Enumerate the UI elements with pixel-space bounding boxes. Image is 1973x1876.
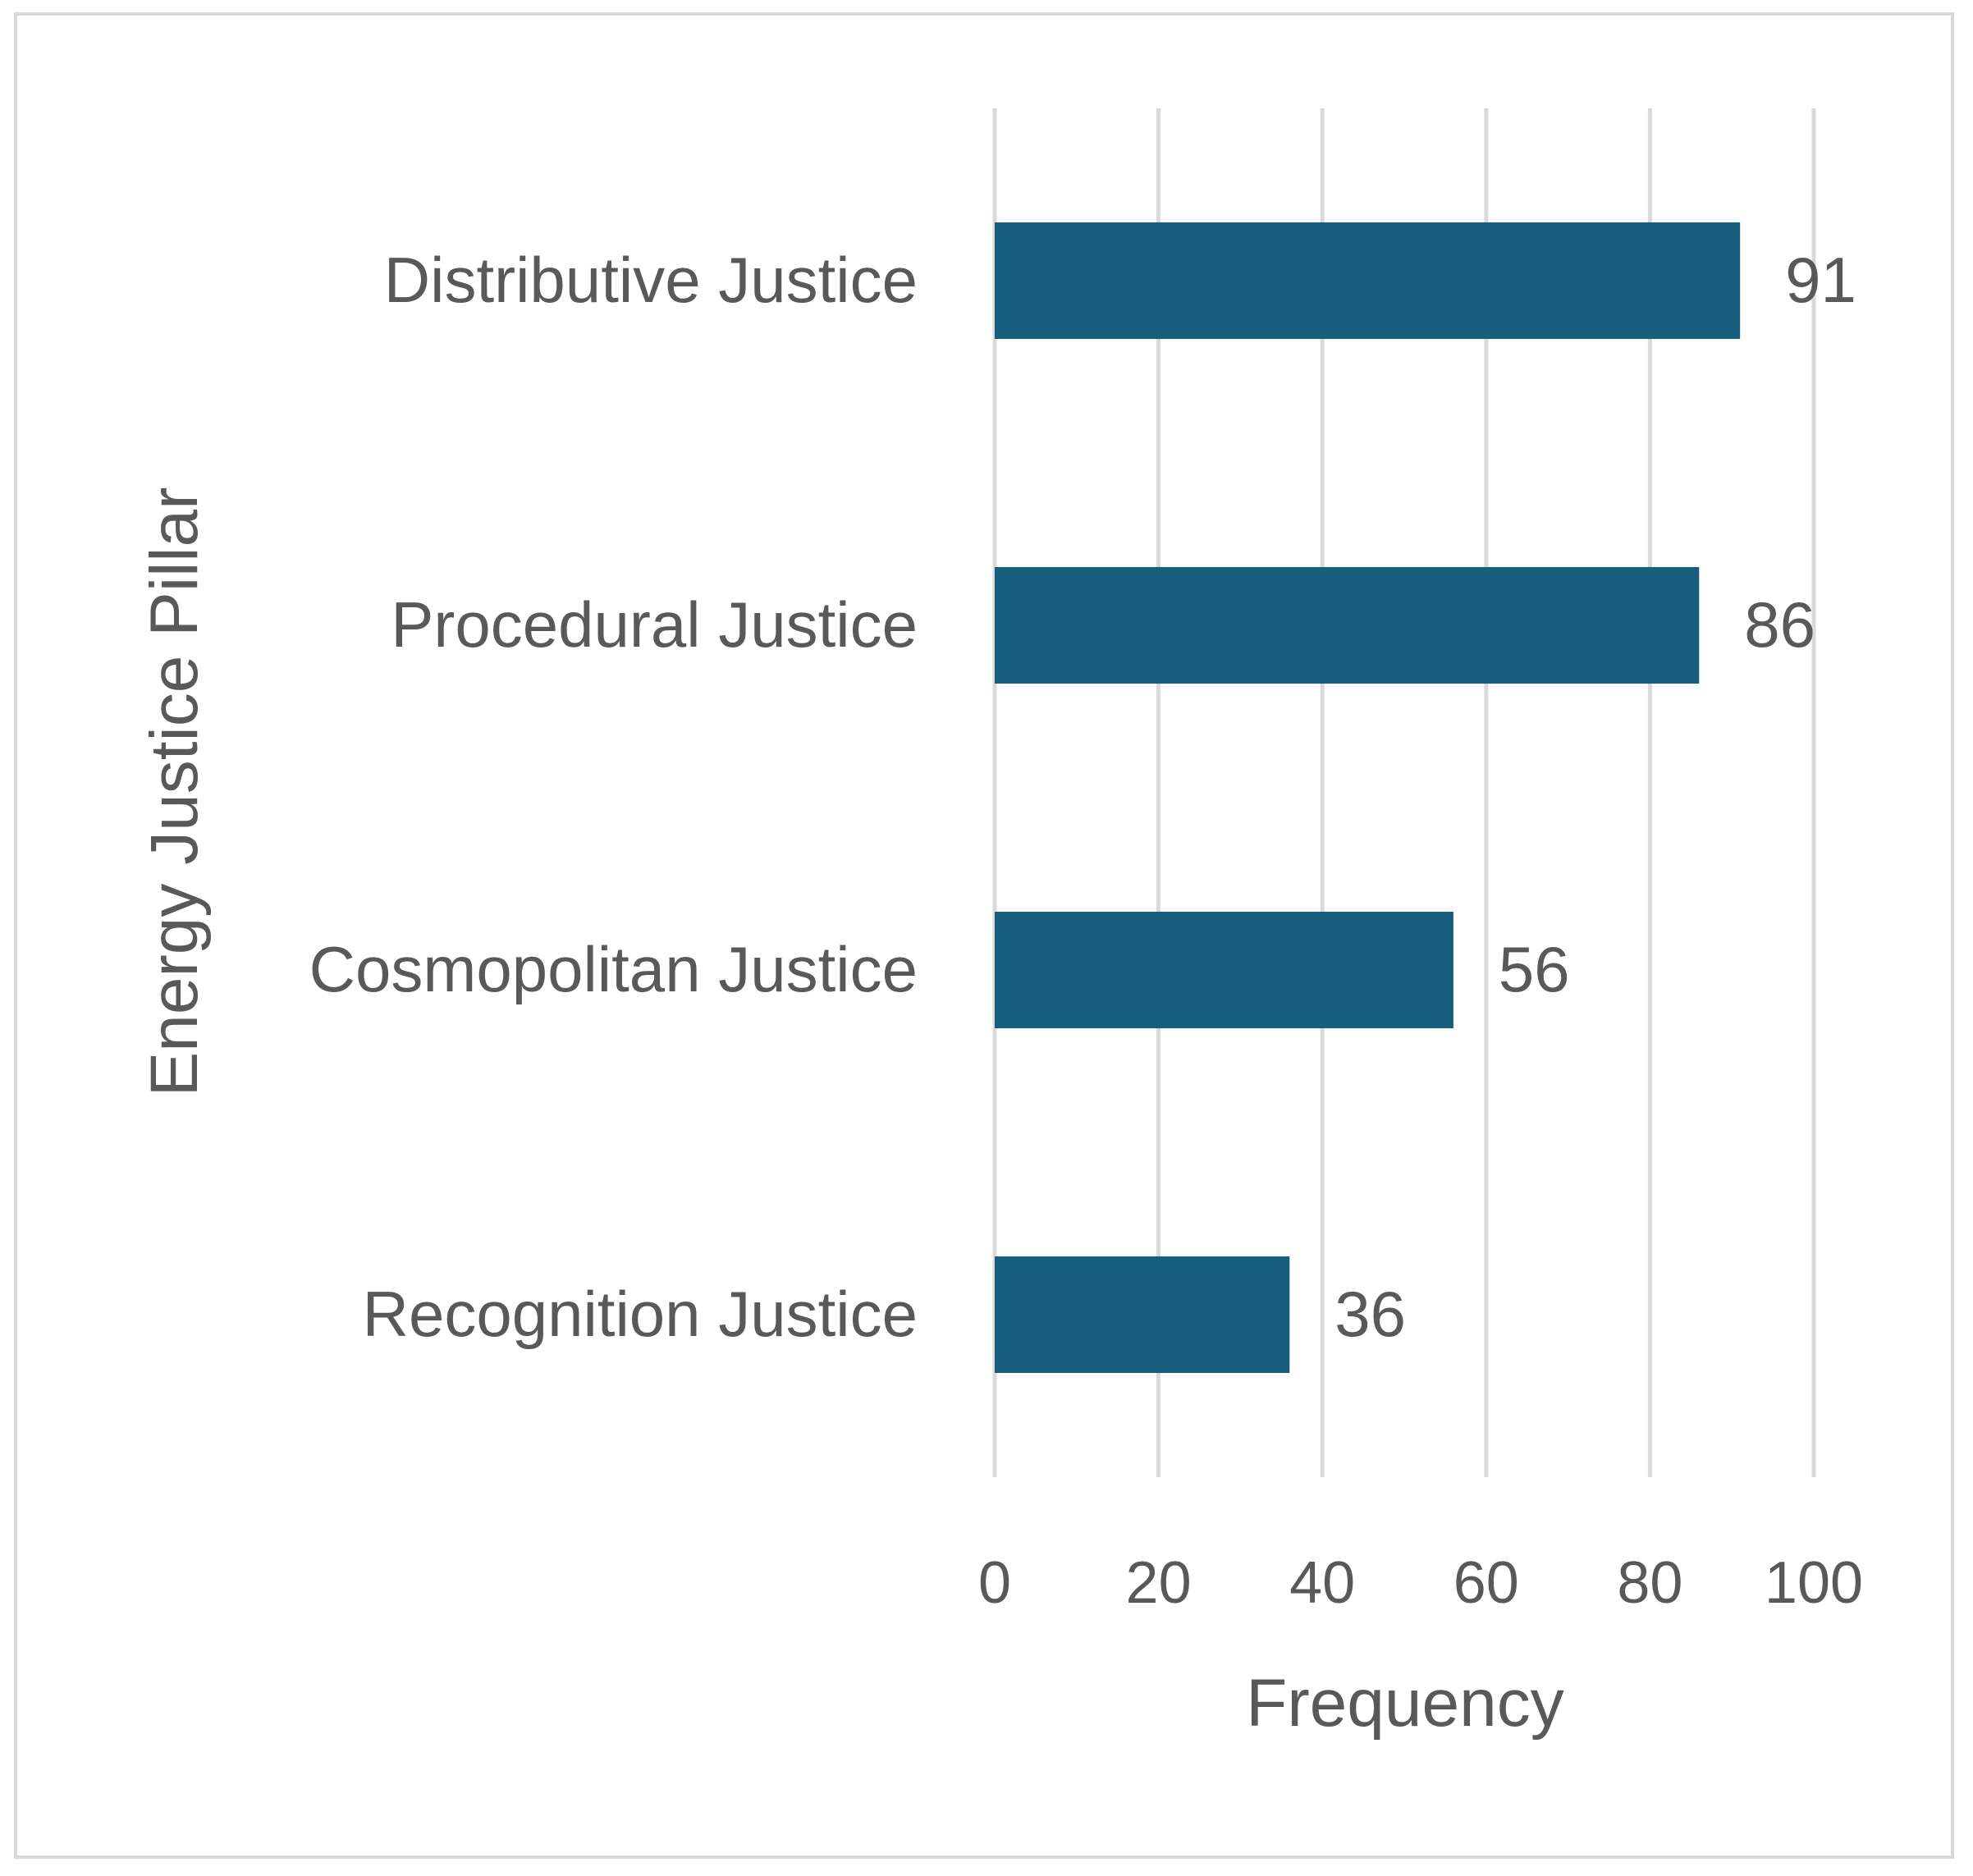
y-axis-title: Energy Justice Pillar [137, 487, 212, 1097]
bars [995, 222, 1741, 1373]
bar [995, 912, 1453, 1028]
x-tick-label: 20 [1126, 1550, 1192, 1616]
data-label: 86 [1744, 588, 1815, 661]
x-tick-label: 100 [1765, 1550, 1863, 1616]
bar [995, 1256, 1290, 1373]
y-tick-label: Recognition Justice [363, 1278, 918, 1350]
x-tick-label: 60 [1453, 1550, 1519, 1616]
y-tick-label: Procedural Justice [391, 588, 918, 661]
x-tick-label: 40 [1289, 1550, 1355, 1616]
bar [995, 222, 1741, 339]
data-label: 56 [1499, 933, 1570, 1005]
labels: 0 20 40 60 80 100 91 Distributive Justice 86 Proc… [309, 244, 1863, 1616]
bar [995, 567, 1700, 684]
data-label: 91 [1785, 244, 1856, 316]
x-tick-label: 80 [1617, 1550, 1682, 1616]
x-tick-label: 0 [978, 1550, 1011, 1616]
y-tick-label: Distributive Justice [384, 244, 918, 316]
data-label: 36 [1334, 1278, 1406, 1350]
x-axis-title: Frequency [1246, 1666, 1563, 1741]
y-tick-label: Cosmopolitan Justice [309, 933, 918, 1005]
